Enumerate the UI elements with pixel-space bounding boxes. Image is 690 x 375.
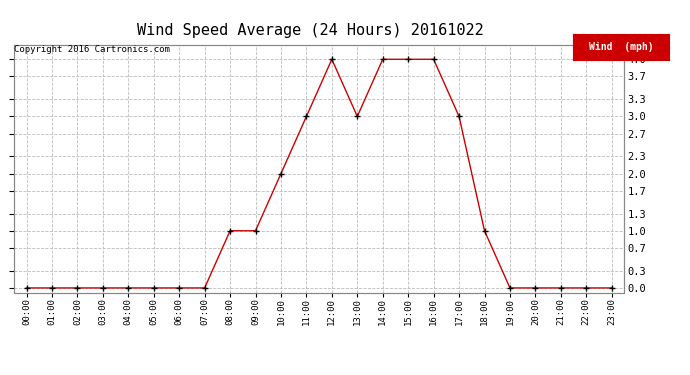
Text: Copyright 2016 Cartronics.com: Copyright 2016 Cartronics.com xyxy=(14,45,170,54)
Text: Wind  (mph): Wind (mph) xyxy=(589,42,653,52)
Text: Wind Speed Average (24 Hours) 20161022: Wind Speed Average (24 Hours) 20161022 xyxy=(137,22,484,38)
